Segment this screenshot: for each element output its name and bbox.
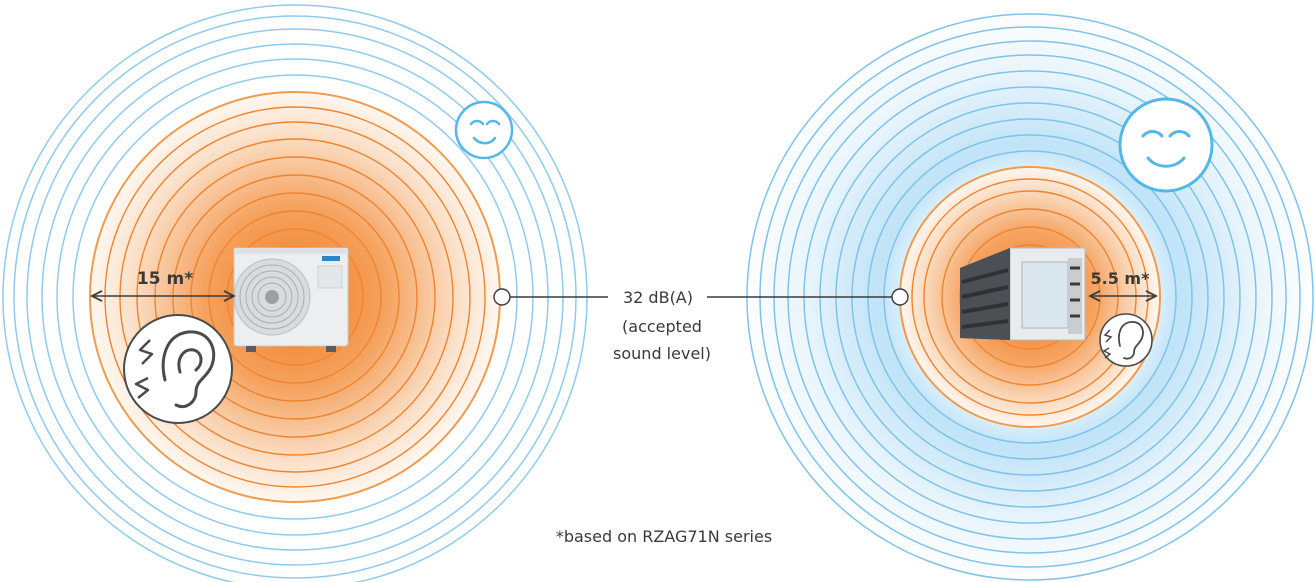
right-sound-zone: 5.5 m* [740,7,1315,582]
left-threshold-marker [493,288,511,306]
threshold-note-line1: (accepted [622,317,702,336]
outdoor-ac-unit-icon [233,247,349,352]
louvred-ac-unit-icon [960,247,1086,341]
footnote: *based on RZAG71N series [556,527,772,546]
ear-disturbed-icon [1099,313,1153,367]
right-threshold-marker [891,288,909,306]
threshold-note-line2: sound level) [613,344,711,363]
left-sound-zone: 15 m* [2,4,588,582]
calm-face-icon [454,100,514,160]
right-distance-label: 5.5 m* [1091,269,1151,288]
calm-face-icon [1118,97,1214,193]
threshold-level: 32 dB(A) [623,288,693,307]
ear-disturbed-icon [123,314,233,424]
left-distance-label: 15 m* [137,269,193,289]
